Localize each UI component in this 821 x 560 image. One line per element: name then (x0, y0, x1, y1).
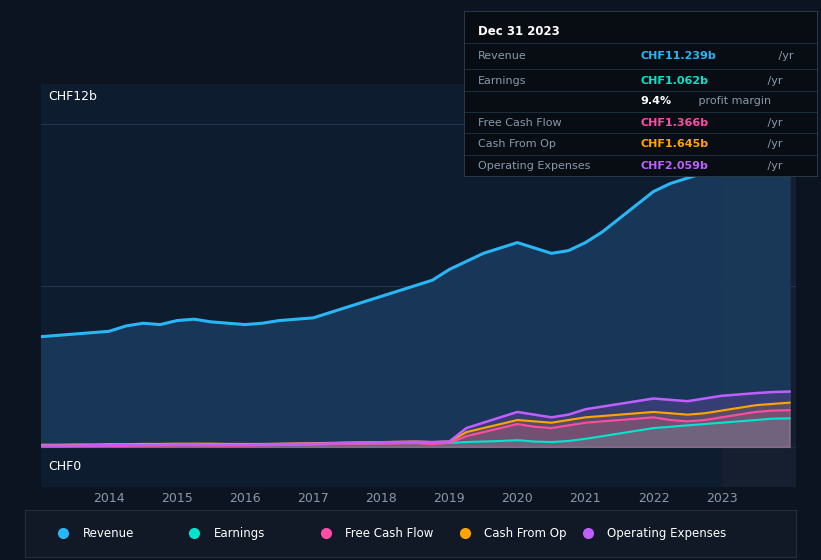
Text: CHF1.366b: CHF1.366b (640, 118, 709, 128)
Text: Dec 31 2023: Dec 31 2023 (478, 25, 560, 38)
Text: CHF12b: CHF12b (48, 90, 98, 103)
Text: 9.4%: 9.4% (640, 96, 672, 106)
Text: CHF0: CHF0 (48, 460, 82, 473)
Text: Operating Expenses: Operating Expenses (608, 527, 727, 540)
Text: Revenue: Revenue (83, 527, 134, 540)
Text: /yr: /yr (764, 76, 782, 86)
Text: CHF1.645b: CHF1.645b (640, 139, 709, 149)
Text: Earnings: Earnings (478, 76, 526, 86)
Text: CHF1.062b: CHF1.062b (640, 76, 709, 86)
Text: /yr: /yr (774, 51, 793, 61)
Text: /yr: /yr (764, 139, 782, 149)
Text: Operating Expenses: Operating Expenses (478, 161, 590, 171)
Text: Free Cash Flow: Free Cash Flow (478, 118, 562, 128)
Text: Free Cash Flow: Free Cash Flow (345, 527, 433, 540)
Text: Cash From Op: Cash From Op (484, 527, 566, 540)
Text: /yr: /yr (764, 118, 782, 128)
Text: Cash From Op: Cash From Op (478, 139, 556, 149)
Text: Revenue: Revenue (478, 51, 527, 61)
Text: CHF11.239b: CHF11.239b (640, 51, 716, 61)
Text: profit margin: profit margin (695, 96, 771, 106)
Bar (722, 84, 796, 487)
Text: /yr: /yr (764, 161, 782, 171)
Text: Earnings: Earnings (213, 527, 265, 540)
Text: CHF2.059b: CHF2.059b (640, 161, 709, 171)
